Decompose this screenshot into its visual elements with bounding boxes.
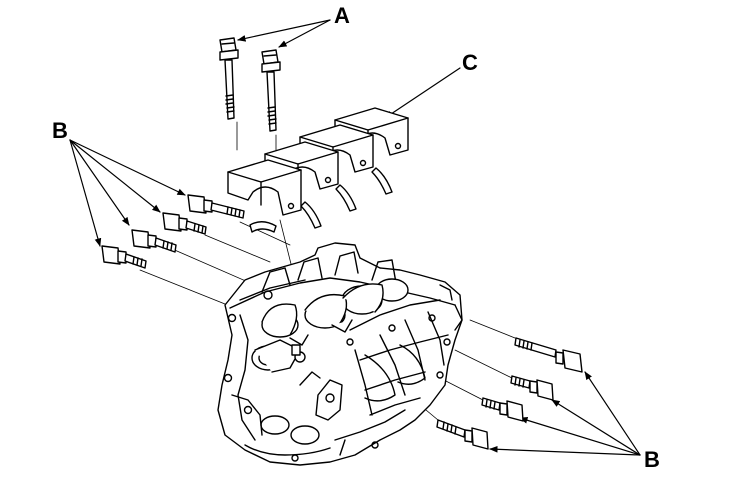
bolts-b-right — [436, 337, 583, 450]
callout-b-right: B — [644, 447, 660, 472]
bolt-b-right-3 — [481, 397, 524, 422]
callout-c: C — [462, 50, 478, 75]
leader-arrows — [69, 19, 641, 456]
alignment-lines — [139, 121, 516, 421]
bearing-cap-1 — [227, 159, 302, 233]
bearing-caps — [227, 107, 409, 233]
bolt-b-left-4 — [101, 245, 147, 269]
leader-b-right-2 — [551, 399, 641, 456]
bolt-a-left — [219, 37, 239, 120]
bolt-b-right-2 — [510, 375, 554, 401]
callout-a: A — [334, 3, 350, 28]
leader-c — [384, 67, 461, 119]
callout-b-left: B — [52, 118, 68, 143]
leader-a-left — [237, 19, 331, 42]
leader-b-right-1 — [584, 371, 641, 456]
leader-b-left-1 — [69, 139, 186, 196]
bolts-b-left — [101, 194, 245, 269]
leader-b-left-2 — [69, 139, 161, 213]
bolt-b-left-3 — [131, 229, 177, 253]
bolt-b-left-2 — [162, 212, 207, 235]
bolt-b-right-1 — [514, 337, 583, 373]
leader-b-right-3 — [519, 417, 641, 456]
leader-b-left-3 — [69, 139, 130, 226]
bolt-b-left-1 — [187, 194, 245, 219]
crank-nose — [251, 339, 306, 373]
engine-block — [217, 242, 463, 466]
leader-a-right — [278, 19, 331, 48]
leader-b-right-4 — [489, 445, 641, 456]
crankshaft — [261, 278, 409, 346]
bolt-a-right — [261, 49, 281, 132]
leader-b-left-4 — [69, 139, 102, 247]
bolt-b-right-4 — [436, 419, 489, 450]
